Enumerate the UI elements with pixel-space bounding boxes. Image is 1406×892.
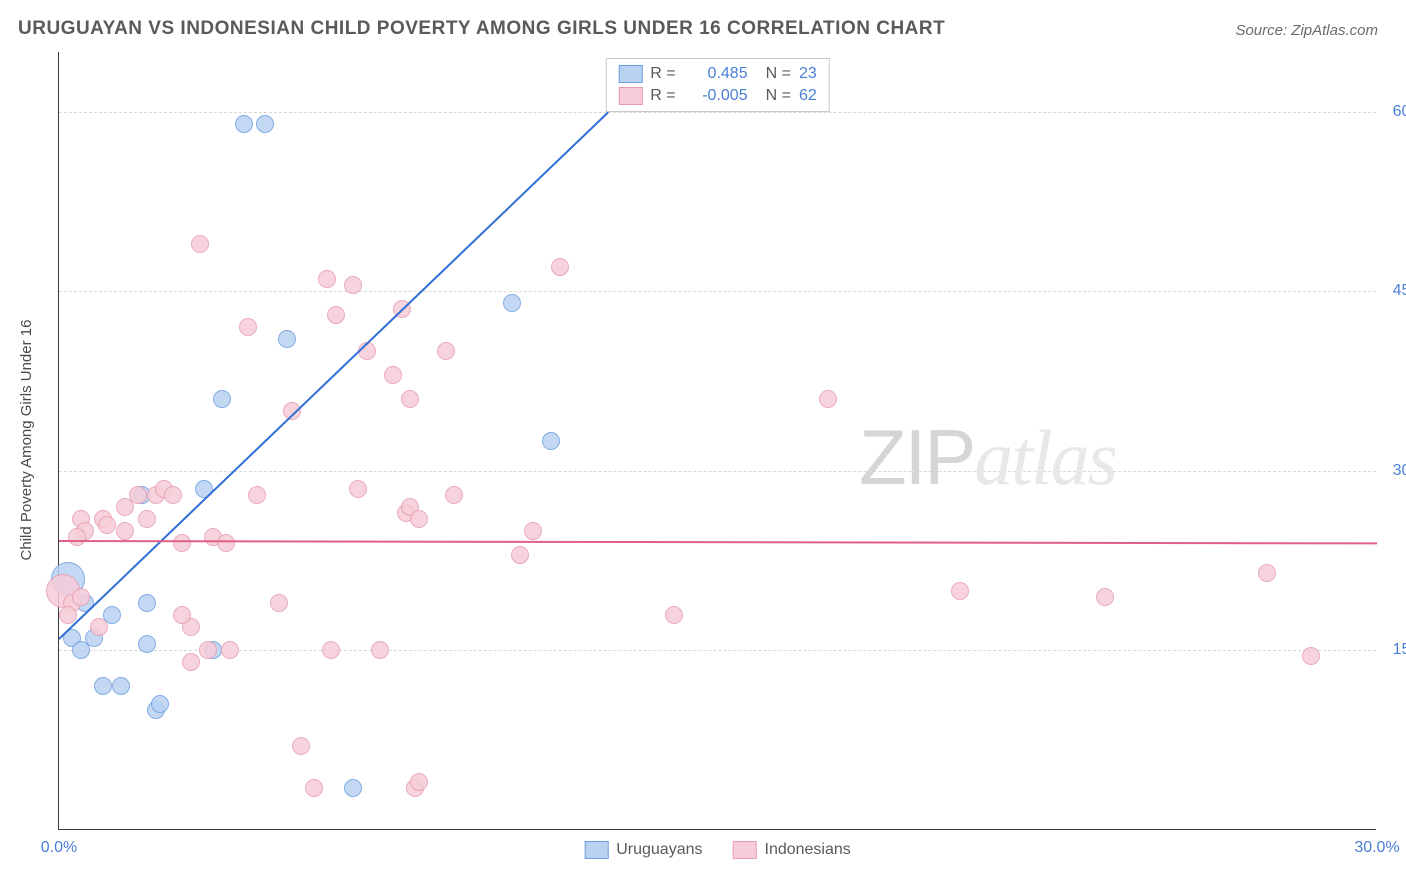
- data-point: [112, 677, 130, 695]
- watermark-part1: ZIP: [859, 413, 974, 501]
- data-point: [951, 582, 969, 600]
- data-point: [278, 330, 296, 348]
- data-point: [256, 115, 274, 133]
- x-tick-label: 30.0%: [1354, 839, 1399, 857]
- data-point: [551, 258, 569, 276]
- data-point: [182, 653, 200, 671]
- data-point: [213, 390, 231, 408]
- data-point: [221, 641, 239, 659]
- data-point: [283, 402, 301, 420]
- data-point: [98, 516, 116, 534]
- data-point: [248, 486, 266, 504]
- data-point: [138, 635, 156, 653]
- data-point: [445, 486, 463, 504]
- correlation-legend: R = 0.485 N = 23 R = -0.005 N = 62: [605, 58, 829, 112]
- data-point: [665, 606, 683, 624]
- data-point: [90, 618, 108, 636]
- data-point: [94, 677, 112, 695]
- gridline: [59, 650, 1376, 651]
- data-point: [1302, 647, 1320, 665]
- data-point: [344, 276, 362, 294]
- legend-r-value: 0.485: [684, 65, 748, 83]
- data-point: [524, 522, 542, 540]
- legend-swatch: [618, 87, 642, 105]
- legend-r-value: -0.005: [684, 87, 748, 105]
- chart-title: URUGUAYAN VS INDONESIAN CHILD POVERTY AM…: [18, 18, 945, 40]
- legend-n-value: 23: [799, 65, 817, 83]
- data-point: [349, 480, 367, 498]
- data-point: [59, 606, 77, 624]
- data-point: [511, 546, 529, 564]
- series-legend-label: Uruguayans: [616, 841, 702, 859]
- data-point: [151, 695, 169, 713]
- data-point: [437, 342, 455, 360]
- data-point: [371, 641, 389, 659]
- legend-r-label: R =: [650, 87, 675, 105]
- data-point: [116, 522, 134, 540]
- correlation-legend-row: R = 0.485 N = 23: [618, 63, 816, 85]
- data-point: [292, 737, 310, 755]
- data-point: [72, 588, 90, 606]
- data-point: [239, 318, 257, 336]
- data-point: [410, 773, 428, 791]
- y-tick-label: 30.0%: [1393, 462, 1406, 480]
- data-point: [819, 390, 837, 408]
- series-legend-item: Uruguayans: [584, 841, 702, 859]
- data-point: [138, 510, 156, 528]
- source-label: Source: ZipAtlas.com: [1235, 22, 1378, 39]
- data-point: [1096, 588, 1114, 606]
- legend-swatch: [584, 841, 608, 859]
- data-point: [344, 779, 362, 797]
- data-point: [235, 115, 253, 133]
- data-point: [173, 534, 191, 552]
- data-point: [384, 366, 402, 384]
- legend-swatch: [732, 841, 756, 859]
- watermark-part2: atlas: [974, 414, 1116, 501]
- plot-area: ZIPatlas R =0.485N =23R =-0.005N =62 Uru…: [58, 52, 1376, 830]
- data-point: [217, 534, 235, 552]
- data-point: [68, 528, 86, 546]
- data-point: [129, 486, 147, 504]
- legend-n-label: N =: [766, 87, 791, 105]
- y-tick-label: 45.0%: [1393, 282, 1406, 300]
- legend-n-value: 62: [799, 87, 817, 105]
- data-point: [270, 594, 288, 612]
- series-legend-label: Indonesians: [764, 841, 850, 859]
- trendline: [59, 540, 1377, 544]
- data-point: [305, 779, 323, 797]
- correlation-legend-row: R = -0.005 N = 62: [618, 85, 816, 107]
- data-point: [542, 432, 560, 450]
- data-point: [318, 270, 336, 288]
- legend-r-label: R =: [650, 65, 675, 83]
- y-axis-label: Child Poverty Among Girls Under 16: [18, 320, 35, 561]
- data-point: [503, 294, 521, 312]
- watermark: ZIPatlas: [859, 412, 1116, 503]
- data-point: [191, 235, 209, 253]
- legend-swatch: [618, 65, 642, 83]
- gridline: [59, 471, 1376, 472]
- data-point: [401, 390, 419, 408]
- data-point: [164, 486, 182, 504]
- data-point: [410, 510, 428, 528]
- y-tick-label: 15.0%: [1393, 641, 1406, 659]
- legend-n-label: N =: [766, 65, 791, 83]
- x-tick-label: 0.0%: [41, 839, 77, 857]
- data-point: [322, 641, 340, 659]
- data-point: [138, 594, 156, 612]
- data-point: [327, 306, 345, 324]
- data-point: [1258, 564, 1276, 582]
- y-tick-label: 60.0%: [1393, 103, 1406, 121]
- data-point: [173, 606, 191, 624]
- series-legend: Uruguayans Indonesians: [584, 841, 851, 859]
- data-point: [199, 641, 217, 659]
- gridline: [59, 291, 1376, 292]
- series-legend-item: Indonesians: [732, 841, 850, 859]
